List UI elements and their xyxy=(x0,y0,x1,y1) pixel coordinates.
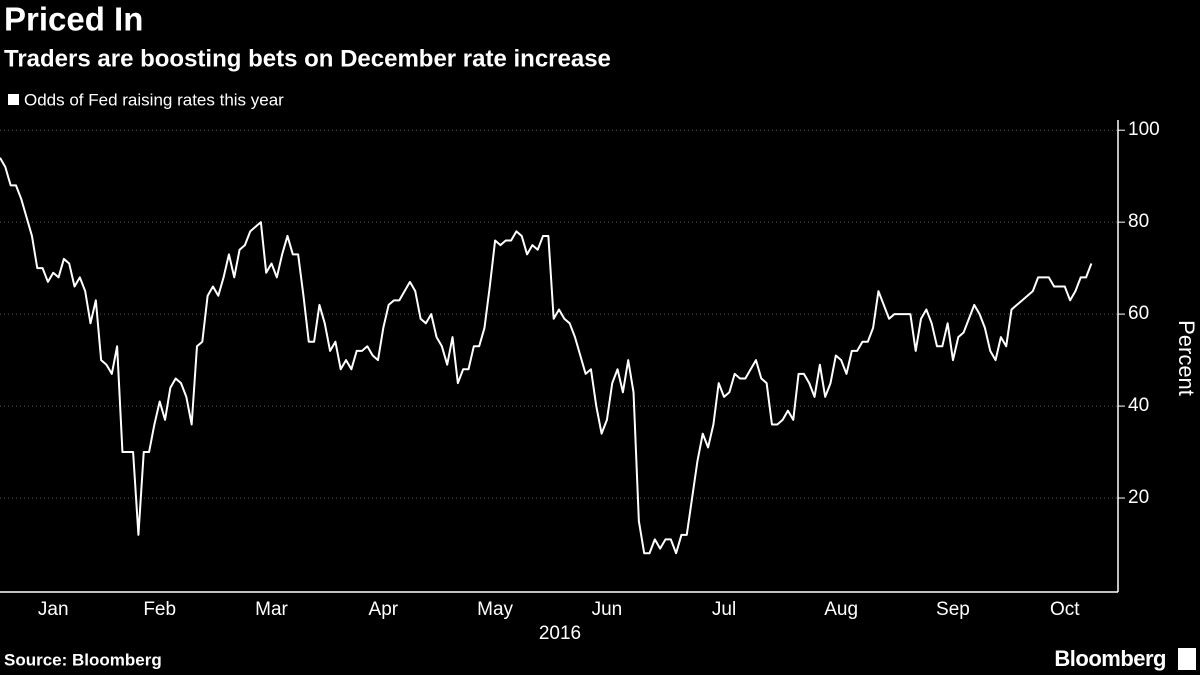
x-tick-label: Jan xyxy=(38,599,69,620)
x-tick-label: Aug xyxy=(824,599,858,620)
x-tick-label: Jul xyxy=(712,599,736,620)
source: Source: Bloomberg xyxy=(4,650,162,669)
y-tick-label: 80 xyxy=(1128,211,1149,232)
y-axis-label: Percent xyxy=(1174,320,1199,396)
legend-swatch xyxy=(8,94,19,105)
line xyxy=(0,157,1093,555)
x-tick-label: Apr xyxy=(369,599,399,620)
x-tick-label: Jun xyxy=(592,599,623,620)
x-tick-label: Sep xyxy=(936,599,970,620)
x-tick-label: Mar xyxy=(255,599,288,620)
y-tick-label: 60 xyxy=(1128,303,1149,324)
y-tick-label: 40 xyxy=(1128,395,1149,416)
y-tick-label: 100 xyxy=(1128,119,1160,140)
chart-subtitle: Traders are boosting bets on December ra… xyxy=(4,45,611,72)
legend-label: Odds of Fed raising rates this year xyxy=(24,90,284,109)
x-tick-label: Feb xyxy=(143,599,176,620)
x-tick-label: Oct xyxy=(1050,599,1080,620)
y-tick-label: 20 xyxy=(1128,487,1149,508)
logo-icon xyxy=(1178,648,1196,670)
chart-title: Priced In xyxy=(4,1,143,38)
x-tick-label: May xyxy=(477,599,513,620)
x-axis-label: 2016 xyxy=(539,623,581,644)
logo: Bloomberg xyxy=(1054,646,1166,671)
